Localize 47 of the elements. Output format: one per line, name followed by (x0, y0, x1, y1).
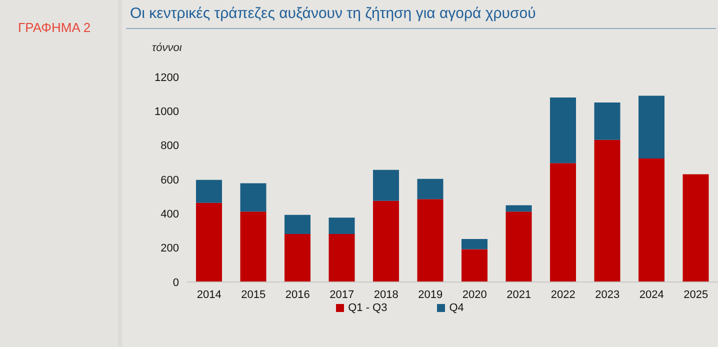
x-tick-label: 2022 (550, 288, 576, 301)
y-axis-title: τόννοι (152, 42, 182, 54)
bar (240, 212, 266, 282)
x-tick-label: 2020 (462, 288, 487, 301)
y-tick-label: 600 (160, 174, 179, 186)
x-tick-label: 2014 (196, 288, 222, 301)
y-tick-label: 400 (160, 208, 179, 221)
bar (594, 102, 620, 140)
bar (373, 200, 399, 282)
legend-label: Q1 - Q3 (348, 302, 388, 314)
bar (240, 183, 266, 212)
bar (417, 178, 444, 200)
x-tick-label: 2018 (374, 288, 398, 301)
bar (506, 212, 532, 282)
bar (638, 158, 664, 282)
bar (373, 170, 399, 201)
x-tick-label: 2017 (330, 288, 354, 301)
bar (550, 98, 576, 164)
x-tick-label: 2023 (595, 288, 620, 301)
x-tick-label: 2019 (418, 288, 443, 301)
x-tick-label: 2015 (241, 288, 266, 301)
bar (328, 234, 355, 282)
bar (284, 234, 310, 282)
bar (417, 199, 444, 282)
y-tick-label: 200 (160, 242, 179, 255)
legend-label: Q4 (449, 302, 464, 314)
bar (462, 249, 488, 282)
x-tick-label: 2021 (506, 288, 532, 301)
y-tick-label: 1000 (154, 106, 179, 118)
x-tick-label: 2024 (639, 288, 664, 301)
y-tick-label: 1200 (154, 72, 179, 84)
bar (328, 218, 355, 234)
y-tick-label: 0 (172, 276, 179, 289)
chart-title: Οι κεντρικές τράπεζες αυξάνουν τη ζήτηση για αγορά χρυσού (130, 5, 536, 22)
text: ΓΡΑΦΗΜΑ 2 (18, 20, 91, 35)
bar (196, 202, 222, 282)
y-tick-label: 800 (160, 140, 179, 152)
bar (550, 163, 576, 282)
bar (506, 205, 532, 212)
bar (462, 238, 488, 250)
bar (682, 174, 709, 282)
bar (638, 96, 664, 158)
bar (284, 214, 310, 234)
x-tick-label: 2025 (684, 288, 708, 301)
bar (594, 140, 620, 282)
bar (196, 180, 222, 203)
x-tick-label: 2016 (285, 288, 310, 301)
